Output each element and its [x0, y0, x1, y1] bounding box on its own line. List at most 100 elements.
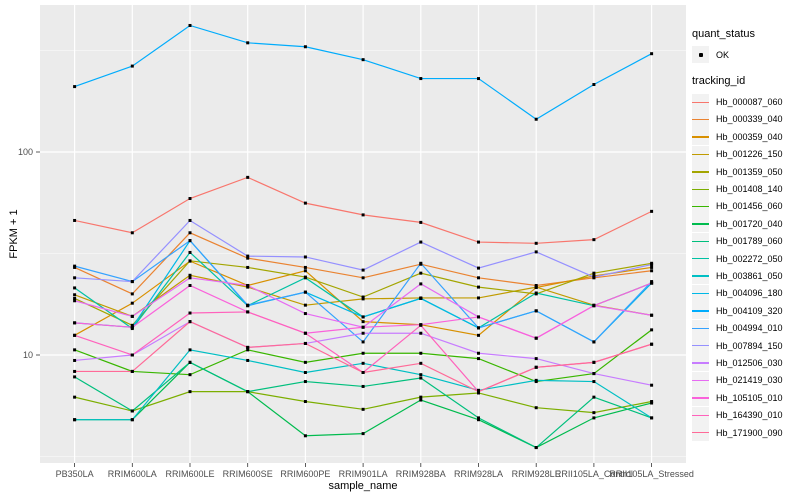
data-point — [188, 373, 192, 377]
data-point — [73, 296, 77, 300]
legend-item-label: Hb_004994_010 — [716, 323, 783, 334]
y-tick-label: 10 — [23, 350, 33, 360]
ok-point-key — [692, 46, 709, 64]
legend-item-Hb_105105_010: Hb_105105_010 — [692, 389, 798, 407]
data-point — [361, 361, 365, 365]
legend-key-line-icon — [692, 292, 709, 295]
data-point — [73, 85, 77, 89]
legend-key-line-icon — [692, 240, 709, 243]
data-point — [188, 390, 192, 394]
data-point — [534, 283, 538, 287]
data-point — [477, 357, 480, 361]
data-point — [361, 320, 365, 324]
data-point — [73, 286, 77, 290]
data-point — [534, 285, 538, 289]
legend-item-Hb_001408_140: Hb_001408_140 — [692, 180, 798, 198]
data-point — [303, 290, 307, 294]
data-point — [73, 299, 77, 303]
data-point — [361, 325, 365, 329]
data-point — [188, 311, 192, 315]
data-point — [73, 333, 77, 337]
data-point — [246, 265, 250, 269]
legend-item-label: Hb_001456_060 — [716, 201, 783, 212]
data-point — [419, 220, 423, 224]
data-point — [477, 315, 480, 319]
data-point — [130, 353, 134, 357]
data-point — [303, 312, 307, 316]
legend-color-key — [692, 128, 709, 146]
data-point — [477, 285, 480, 289]
data-point — [73, 276, 77, 280]
data-point — [246, 285, 250, 289]
data-point — [419, 361, 423, 365]
data-point — [534, 241, 538, 245]
y-tick-label: 100 — [18, 147, 33, 157]
x-tick-label: RRIM901LA — [339, 469, 388, 479]
legend-color-key — [692, 406, 709, 424]
x-tick-label: RRII105LA_Control — [555, 469, 633, 479]
data-point — [361, 213, 365, 217]
legend-key-line-icon — [692, 223, 709, 225]
data-point — [534, 250, 538, 254]
legend-item-label: OK — [716, 49, 730, 60]
legend-key-line-icon — [692, 136, 709, 138]
data-point — [303, 265, 307, 269]
data-point — [130, 64, 134, 68]
data-point — [592, 372, 596, 376]
data-point — [592, 416, 596, 420]
point-marker-icon — [698, 52, 703, 57]
legend-item-label: Hb_000339_040 — [716, 114, 783, 125]
legend-item-label: Hb_002272_050 — [716, 253, 783, 264]
legend-item-Hb_001226_150: Hb_001226_150 — [692, 145, 798, 163]
data-point — [650, 313, 654, 317]
legend-color-key — [692, 145, 709, 163]
legend-key-line-icon — [692, 310, 709, 312]
data-point — [650, 263, 654, 267]
legend-color-key — [692, 424, 709, 441]
legend-item-label: Hb_001408_140 — [716, 184, 783, 195]
data-point — [130, 409, 134, 413]
data-point — [188, 259, 192, 263]
legend-color-key — [692, 302, 709, 320]
legend-item-label: Hb_021419_030 — [716, 375, 783, 386]
data-point — [130, 280, 134, 284]
legend-item-Hb_021419_030: Hb_021419_030 — [692, 371, 798, 389]
legend-color-key — [692, 250, 709, 268]
data-point — [477, 77, 480, 81]
data-point — [650, 52, 654, 56]
legend-color-key — [692, 337, 709, 355]
data-point — [246, 175, 250, 179]
legend-color-key — [692, 110, 709, 128]
legend-item-Hb_004994_010: Hb_004994_010 — [692, 319, 798, 337]
x-axis-title: sample_name — [328, 480, 398, 492]
x-tick-label: RRIM928BA — [396, 469, 446, 479]
data-point — [650, 265, 654, 269]
data-point — [303, 303, 307, 307]
data-point — [534, 309, 538, 313]
legend-color-key — [692, 180, 709, 198]
legend-color-key — [692, 389, 709, 407]
data-point — [130, 314, 134, 318]
legend-item-label: Hb_171900_090 — [716, 427, 783, 438]
legend-key-line-icon — [692, 414, 709, 416]
legend-item-Hb_004109_320: Hb_004109_320 — [692, 302, 798, 320]
legend-item-Hb_002272_050: Hb_002272_050 — [692, 250, 798, 268]
legend-item-label: Hb_001359_050 — [716, 166, 783, 177]
data-point — [361, 297, 365, 301]
data-point — [303, 201, 307, 205]
legend-item-Hb_000087_060: Hb_000087_060 — [692, 93, 798, 111]
data-point — [650, 416, 654, 420]
legend-item-ok: OK — [692, 46, 798, 64]
data-point — [419, 282, 423, 286]
data-point — [246, 390, 250, 394]
data-point — [477, 240, 480, 244]
data-point — [361, 315, 365, 319]
legend-quant-status-title: quant_status — [692, 28, 755, 40]
legend-color-key — [692, 267, 709, 285]
legend-item-label: Hb_164390_010 — [716, 410, 783, 421]
legend-item-Hb_007894_150: Hb_007894_150 — [692, 337, 798, 355]
legend-key-line-icon — [692, 345, 709, 347]
legend-item-Hb_001789_060: Hb_001789_060 — [692, 232, 798, 250]
data-point — [592, 238, 596, 242]
